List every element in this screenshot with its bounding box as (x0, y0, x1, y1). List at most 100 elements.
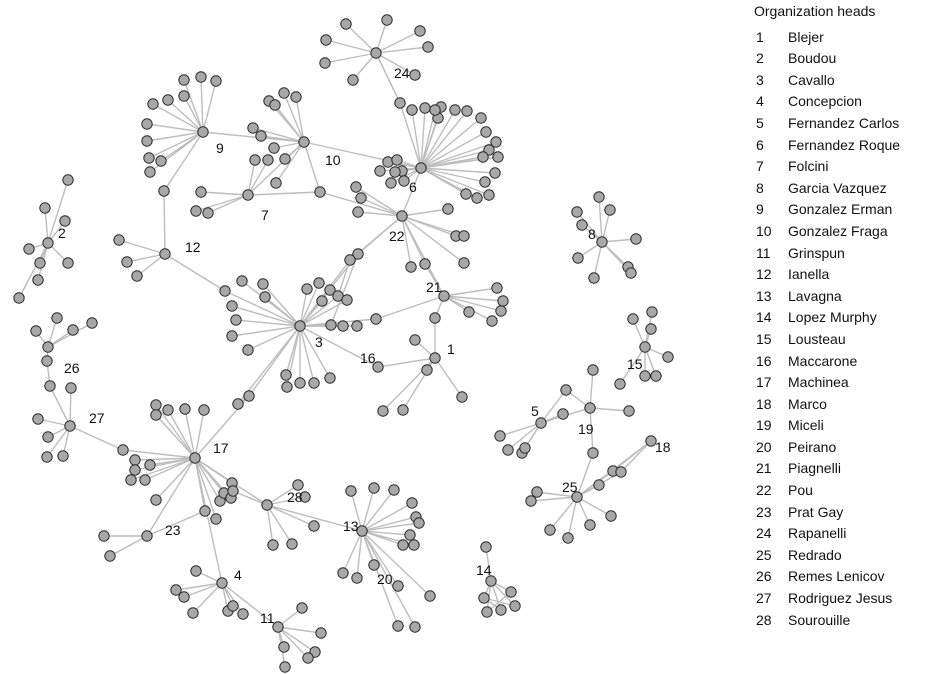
edge (375, 19, 388, 54)
legend-entry: 4 Concepcion (754, 91, 944, 113)
edge (192, 582, 223, 614)
graph-node (41, 451, 53, 463)
edge (299, 325, 315, 384)
graph-node (415, 162, 427, 174)
edge (375, 52, 416, 76)
edge (277, 626, 309, 659)
edge (163, 190, 166, 255)
edge (299, 295, 339, 327)
graph-node (604, 204, 616, 216)
hub-label-14: 14 (476, 562, 492, 578)
edge (420, 117, 439, 169)
edge (357, 211, 403, 217)
legend-entry-number: 6 (756, 136, 764, 153)
legend-entry: 23 Prat Gay (754, 502, 944, 524)
hub-label-28: 28 (287, 489, 303, 505)
legend-entry: 22 Pou (754, 480, 944, 502)
edge (355, 186, 403, 217)
legend-entry-number: 11 (756, 244, 771, 261)
legend-entry-number: 1 (756, 28, 764, 45)
graph-node (351, 572, 363, 584)
graph-node (325, 319, 337, 331)
edge (620, 440, 652, 473)
edge (361, 530, 411, 536)
edge (342, 530, 363, 574)
graph-node (62, 174, 74, 186)
legend-entry-number: 4 (756, 93, 764, 110)
legend-entry-name: Rapanelli (788, 525, 847, 542)
edge (136, 253, 166, 277)
graph-node (299, 491, 311, 503)
graph-node (32, 413, 44, 425)
graph-node (195, 71, 207, 83)
edge (231, 325, 301, 337)
graph-node (308, 520, 320, 532)
graph-node (662, 351, 674, 363)
graph-node (269, 99, 281, 111)
graph-node (141, 118, 153, 130)
hub-label-27: 27 (89, 410, 105, 426)
graph-node (98, 530, 110, 542)
graph-node (372, 361, 384, 373)
graph-node (51, 312, 63, 324)
graph-node (226, 300, 238, 312)
hub-label-25: 25 (562, 479, 578, 495)
edge (160, 131, 204, 162)
graph-node (560, 384, 572, 396)
legend-entry-number: 24 (756, 525, 772, 542)
graph-node (129, 454, 141, 466)
legend-entry: 25 Redrado (754, 545, 944, 567)
edge (375, 295, 445, 320)
graph-node (502, 444, 514, 456)
legend-entry-name: Redrado (788, 546, 842, 563)
graph-node (262, 154, 274, 166)
legend-entry-name: Ianella (788, 266, 830, 283)
edge (283, 92, 305, 143)
graph-node (497, 295, 509, 307)
graph-node (268, 142, 280, 154)
edge (420, 117, 482, 169)
graph-node (272, 621, 284, 633)
graph-node (398, 175, 410, 187)
edge (155, 457, 196, 501)
legend-entry-name: Pou (788, 482, 813, 499)
graph-node (143, 152, 155, 164)
graph-node (187, 607, 199, 619)
graph-node (485, 575, 497, 587)
graph-node (141, 135, 153, 147)
graph-node (44, 380, 56, 392)
edge (266, 504, 315, 527)
graph-node (302, 652, 314, 664)
edge (277, 626, 322, 634)
edge (44, 207, 49, 244)
graph-node (481, 606, 493, 618)
edge (377, 357, 436, 368)
legend-entry-name: Gonzalez Erman (788, 201, 893, 218)
edge (248, 325, 301, 397)
graph-node (121, 256, 133, 268)
graph-node (397, 539, 409, 551)
hub-label-7: 7 (261, 207, 269, 223)
edge (490, 580, 516, 607)
legend-entry-number: 20 (756, 438, 772, 455)
graph-node (355, 192, 367, 204)
edge (266, 496, 306, 506)
legend-entry-number: 17 (756, 374, 772, 391)
graph-node (587, 447, 599, 459)
graph-node (394, 97, 406, 109)
graph-node (593, 191, 605, 203)
graph-node (388, 484, 400, 496)
graph-node (397, 404, 409, 416)
hub-label-26: 26 (64, 360, 80, 376)
graph-node (544, 524, 556, 536)
legend-entry-number: 19 (756, 417, 772, 434)
edge (420, 167, 467, 195)
graph-node (144, 166, 156, 178)
edge (361, 489, 395, 532)
graph-node (298, 136, 310, 148)
edge (247, 159, 269, 196)
edge (576, 211, 603, 243)
graph-node (471, 192, 483, 204)
edge (420, 156, 484, 169)
